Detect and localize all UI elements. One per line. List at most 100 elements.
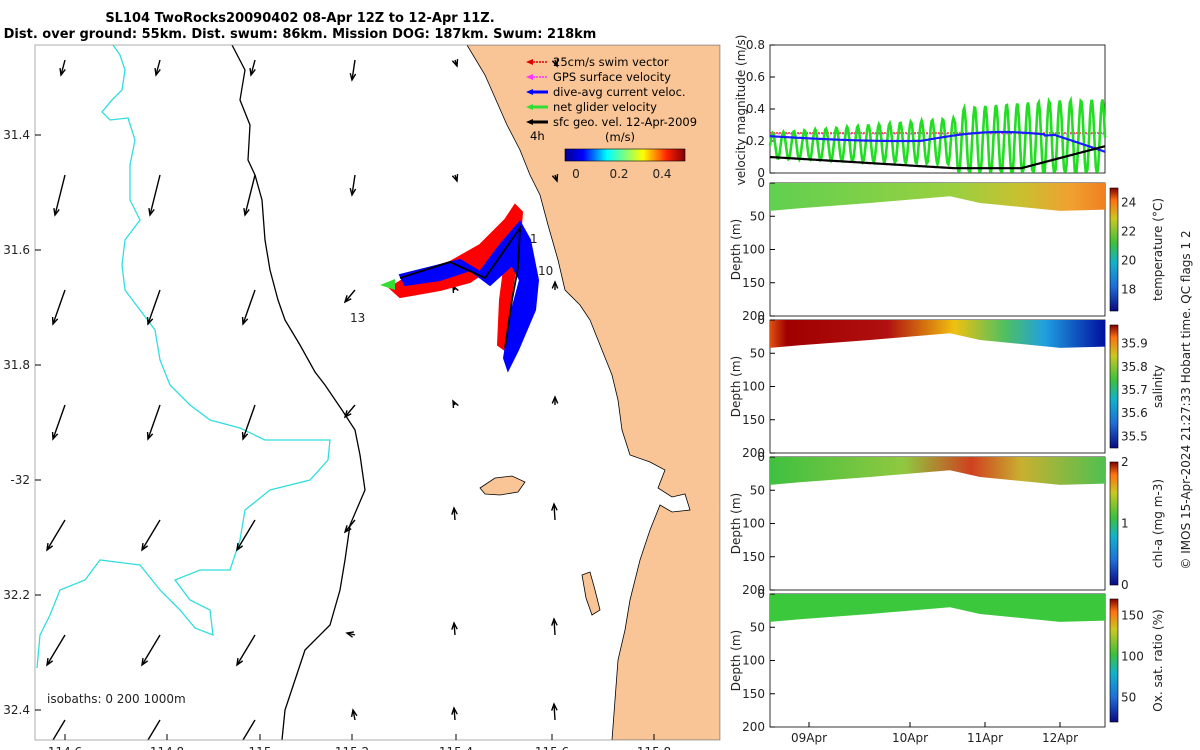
temp-cb-tick: 24 [1121, 195, 1136, 209]
chl-panel: 0 50 100 150 200 Depth (m) 2 1 0 chl-a (mg m-3) [729, 450, 1165, 597]
isobath-1000m [36, 45, 331, 669]
velocity-arrow [453, 622, 456, 636]
ox-section [770, 594, 1105, 622]
velocity-arrowhead [148, 207, 155, 217]
velocity-arrow [250, 59, 256, 76]
temp-section [770, 183, 1105, 211]
temp-cb-label: temperature (°C) [1151, 198, 1165, 301]
colorbar-title: (m/s) [605, 130, 635, 144]
isobath-200m [231, 45, 366, 740]
velocity-arrowhead [551, 173, 559, 183]
chl-colorbar [1109, 461, 1119, 586]
ox-cb-label: Ox. sat. ratio (%) [1151, 609, 1165, 711]
legend-arrowhead [526, 89, 533, 95]
legend-entry: GPS surface velocity [553, 70, 671, 84]
velocity-arrowhead [241, 316, 249, 326]
velocity-arrow [147, 289, 161, 325]
velocity-arrowhead [141, 657, 149, 667]
map-y-axis: 31.4 31.6 31.8 -32 32.2 32.4 [3, 128, 41, 717]
velocity-arrowhead [142, 743, 148, 750]
ox-ylabel: Depth (m) [729, 630, 743, 691]
legend-arrowhead [526, 104, 533, 110]
colorbar-tick: 0.2 [609, 167, 628, 181]
rottnest-island [479, 475, 526, 496]
velocity-arrow [344, 289, 356, 303]
velocity-arrowhead [46, 542, 54, 552]
time-axis: 09Apr 10Apr 11Apr 12Apr [791, 722, 1078, 745]
velocity-arrowhead [243, 207, 250, 217]
depth-tick: 50 [750, 483, 765, 497]
map-frame [34, 44, 721, 741]
velocity-arrowhead [59, 67, 66, 77]
legend-entry: dive-avg current veloc. [553, 85, 686, 99]
velocity-arrow [351, 59, 356, 81]
velocity-arrow [141, 634, 161, 666]
velocity-arrowhead [345, 631, 355, 638]
velocity-arrow [155, 59, 161, 76]
velocity-arrow [351, 174, 356, 196]
velocity-arrow [149, 174, 161, 216]
map-x-tick: 115.8 [637, 745, 671, 750]
velocity-arrow [242, 289, 256, 325]
velocity-arrowhead [350, 708, 358, 717]
net-glider-path [399, 224, 522, 349]
map-y-tick: 31.6 [3, 243, 30, 257]
velocity-y-tick: 0.8 [746, 38, 765, 52]
time-tick: 11Apr [967, 731, 1003, 745]
depth-tick: 50 [750, 346, 765, 360]
velocity-arrowhead [551, 702, 558, 711]
velocity-arrowhead [343, 525, 352, 534]
depth-tick: 50 [750, 209, 765, 223]
velocity-arrowhead [46, 657, 54, 667]
velocity-arrow [147, 404, 161, 440]
depth-tick: 0 [757, 313, 765, 327]
velocity-arrowhead [343, 295, 352, 304]
chl-cb-tick: 1 [1121, 517, 1129, 531]
temp-ylabel: Depth (m) [729, 219, 743, 280]
velocity-arrowhead [451, 706, 458, 715]
velocity-arrowhead [53, 207, 60, 217]
map-x-tick: 115.4 [439, 745, 473, 750]
chl-cb-label: chl-a (mg m-3) [1151, 479, 1165, 568]
velocity-arrow [344, 404, 356, 418]
velocity-arrow [242, 719, 256, 740]
velocity-arrow [244, 174, 256, 216]
depth-tick: 100 [742, 243, 765, 257]
map-y-tick: -32 [10, 473, 30, 487]
depth-tick: 150 [742, 550, 765, 564]
velocity-arrow [553, 618, 556, 636]
velocity-arrowhead [141, 542, 149, 552]
velocity-arrow [60, 59, 66, 76]
depth-tick: 100 [742, 517, 765, 531]
temp-cb-tick: 18 [1121, 282, 1136, 296]
velocity-arrowhead [237, 743, 243, 750]
velocity-arrowhead [551, 280, 559, 289]
velocity-arrowhead [343, 410, 352, 419]
temp-cb-tick: 20 [1121, 253, 1136, 267]
depth-tick: 200 [742, 309, 765, 323]
net-glider-speed-line [768, 95, 1107, 173]
depth-tick: 150 [742, 413, 765, 427]
sal-panel: 0 50 100 150 200 Depth (m) 35.9 35.8 35.7 35.6 35.… [729, 313, 1165, 460]
depth-tick: 150 [742, 276, 765, 290]
velocity-arrowhead [146, 316, 154, 326]
velocity-arrow [236, 634, 256, 666]
speed-colorbar [564, 148, 686, 162]
map-x-tick: 114.8 [150, 745, 184, 750]
velocity-y-tick: 0.2 [746, 134, 765, 148]
time-tick: 10Apr [892, 731, 928, 745]
sal-cb-tick: 35.5 [1121, 429, 1148, 443]
velocity-arrowhead [249, 67, 256, 77]
velocity-arrowhead [236, 542, 244, 552]
depth-tick: 0 [757, 450, 765, 464]
velocity-arrowhead [551, 617, 558, 626]
velocity-arrowhead [51, 431, 59, 441]
chl-section [770, 457, 1105, 485]
velocity-arrow [52, 719, 66, 740]
velocity-arrowhead [349, 188, 357, 197]
map-x-tick: 114.6 [48, 745, 82, 750]
depth-tick: 200 [742, 720, 765, 734]
